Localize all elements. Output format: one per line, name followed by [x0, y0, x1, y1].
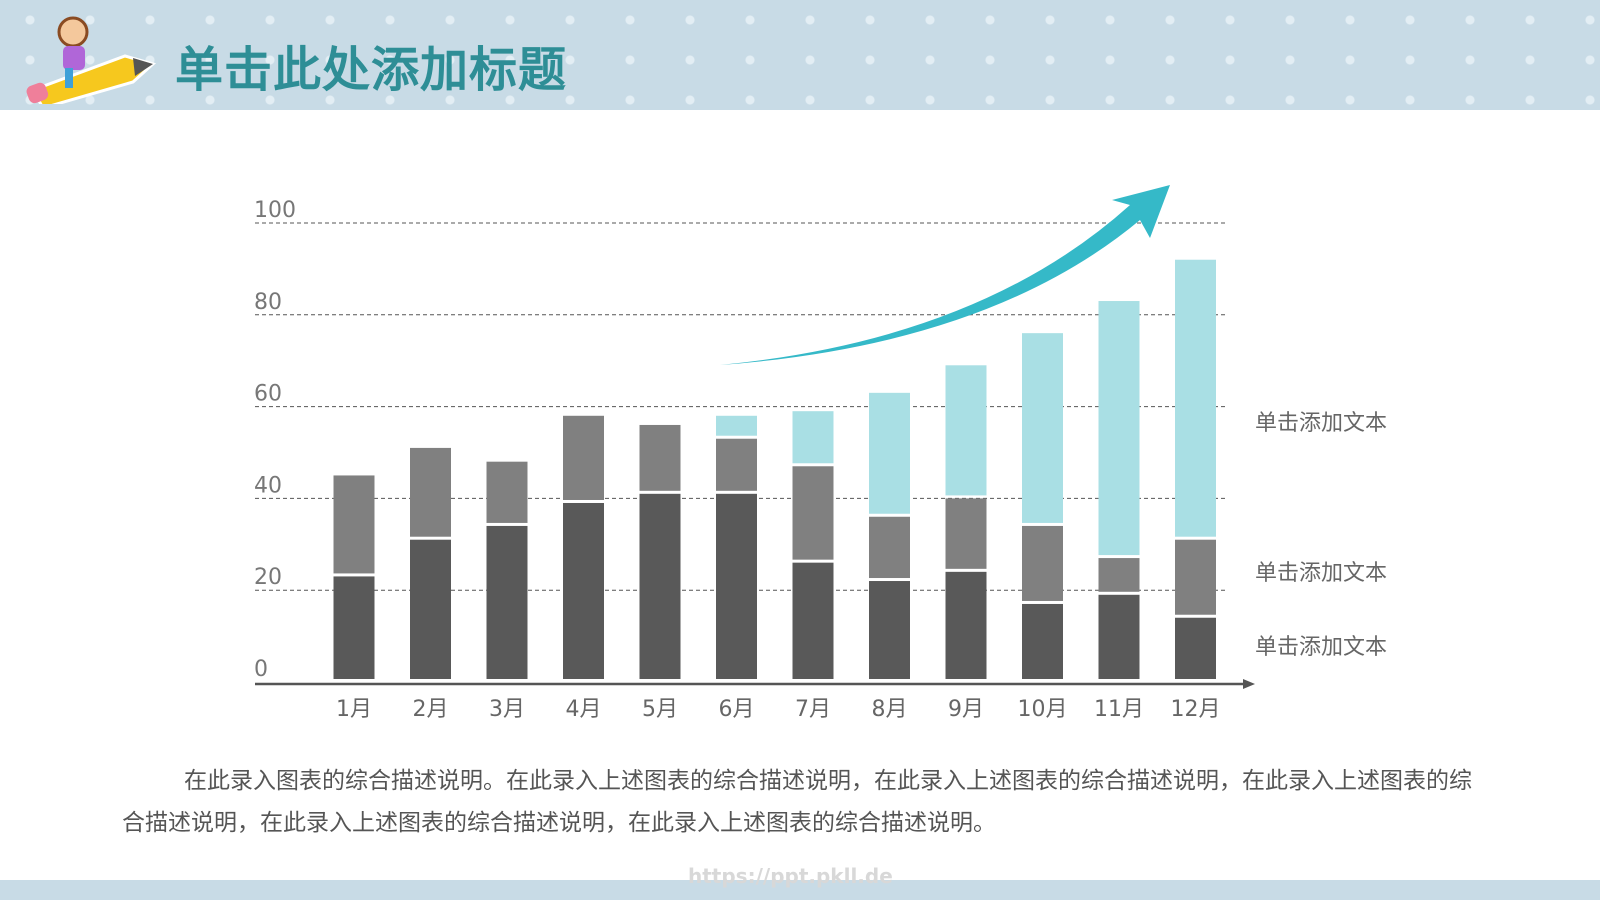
x-tick-label: 4月: [566, 697, 602, 722]
x-axis-arrow-icon: [1243, 679, 1255, 689]
header-banner: 单击此处添加标题: [0, 0, 1600, 110]
bar-segment: [869, 516, 910, 579]
bar-segment: [1022, 603, 1063, 679]
bar-segment: [410, 539, 451, 679]
bar-segment: [792, 466, 834, 560]
legend-label: 单击添加文本: [1255, 561, 1387, 586]
bar-segment: [1175, 617, 1216, 679]
stacked-bar-chart: 0 20 40 60 80 100 1月 2月 3月 4月 5月 6月 7月 8月 9月 10月 11月 12月 单…: [254, 185, 1387, 722]
bar-segment: [486, 461, 528, 523]
y-tick-label: 100: [254, 198, 296, 223]
bar-segment: [792, 411, 834, 464]
legend-label: 单击添加文本: [1255, 635, 1387, 660]
bar-segment: [563, 415, 604, 500]
bar-segment: [486, 525, 528, 679]
bar-segment: [945, 365, 987, 496]
x-tick-label: 10月: [1018, 697, 1068, 722]
footer-bar: [0, 880, 1600, 900]
bar-segment: [945, 498, 987, 569]
bar-segment: [639, 493, 681, 679]
x-tick-label: 7月: [795, 697, 831, 722]
trend-arrow-icon: [720, 185, 1170, 365]
y-tick-label: 0: [254, 657, 268, 682]
y-tick-label: 80: [254, 290, 282, 315]
x-tick-label: 5月: [642, 697, 678, 722]
x-tick-label: 2月: [413, 697, 449, 722]
x-tick-label: 1月: [336, 697, 372, 722]
bar-segment: [1175, 259, 1216, 537]
y-tick-label: 20: [254, 565, 282, 590]
bar-segment: [1098, 558, 1140, 592]
bar-segment: [1022, 525, 1063, 601]
watermark: https://ppt.pkll.de: [688, 864, 893, 888]
bar-segment: [1175, 539, 1216, 615]
x-tick-label: 8月: [872, 697, 908, 722]
x-tick-label: 12月: [1171, 697, 1221, 722]
bar-segment: [945, 571, 987, 679]
bar-segment: [1022, 333, 1063, 523]
bar-segment: [563, 502, 604, 679]
pencil-boy-mascot-icon: [26, 16, 157, 104]
y-tick-label: 60: [254, 382, 282, 407]
bar-segment: [333, 475, 375, 574]
bar-segment: [716, 493, 757, 679]
bar-segment: [1098, 301, 1140, 556]
chart-description[interactable]: 在此录入图表的综合描述说明。在此录入上述图表的综合描述说明，在此录入上述图表的综…: [122, 768, 1472, 836]
y-tick-label: 40: [254, 473, 282, 498]
bar-segment: [792, 562, 834, 679]
bar-segment: [869, 581, 910, 679]
bar-segment: [410, 447, 451, 537]
bar-segment: [333, 576, 375, 679]
x-tick-label: 9月: [948, 697, 984, 722]
bar-segment: [639, 424, 681, 491]
legend-label: 单击添加文本: [1255, 411, 1387, 436]
bar-segment: [716, 415, 757, 436]
bar-segment: [1098, 594, 1140, 679]
page-title[interactable]: 单击此处添加标题: [175, 42, 568, 98]
bar-segment: [716, 438, 757, 491]
x-tick-label: 11月: [1094, 697, 1144, 722]
x-tick-label: 3月: [489, 697, 525, 722]
bar-segment: [869, 392, 910, 514]
x-tick-label: 6月: [719, 697, 755, 722]
